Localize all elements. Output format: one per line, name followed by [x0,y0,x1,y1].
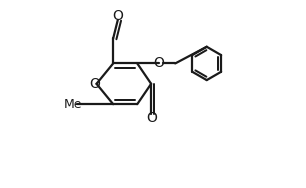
Text: O: O [146,111,157,125]
Text: Me: Me [64,98,82,111]
Text: O: O [154,56,165,70]
Text: O: O [89,77,100,91]
Text: O: O [113,9,124,23]
